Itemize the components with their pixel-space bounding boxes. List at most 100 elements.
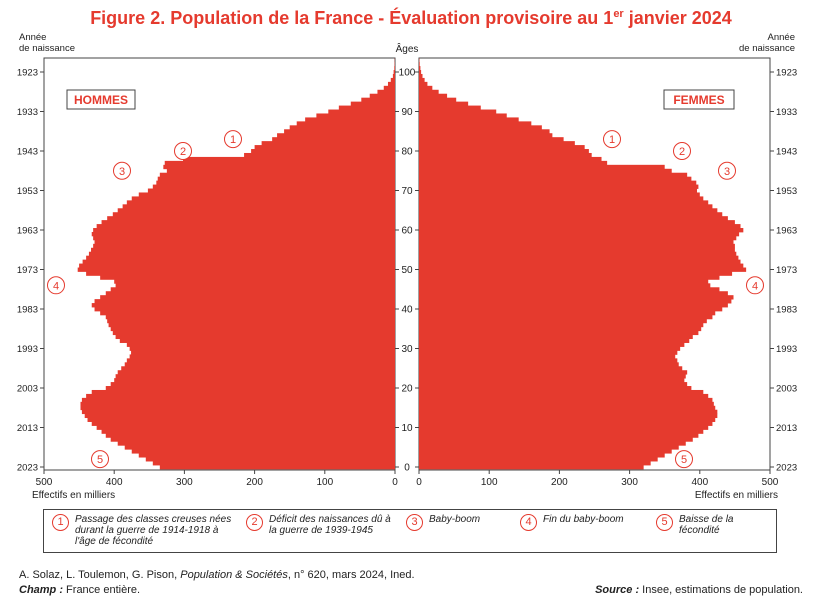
men-bar-age-74: [159, 172, 395, 178]
women-bar-age-41: [419, 303, 728, 308]
men-bar-age-92: [350, 101, 395, 106]
women-bar-age-85: [419, 129, 550, 134]
women-bar-age-17: [419, 397, 713, 403]
women-bar-age-88: [419, 117, 519, 122]
women-bar-age-36: [419, 322, 704, 328]
women-x-tick-label-300: 300: [621, 477, 638, 488]
men-bar-age-66: [122, 204, 396, 209]
women-bar-age-65: [419, 208, 718, 213]
men-bar-age-76: [163, 164, 395, 170]
women-bar-age-92: [419, 101, 469, 106]
women-bar-age-94: [419, 93, 448, 99]
women-bar-age-76: [419, 164, 665, 170]
men-bar-age-33: [115, 334, 395, 340]
men-bar-age-36: [108, 322, 396, 328]
year-tick-label-right-1923: 1923: [776, 68, 797, 79]
men-annotation-circle-1: [224, 130, 242, 149]
women-bar-age-46: [419, 283, 711, 288]
men-bar-age-37: [107, 318, 396, 324]
legend-number-2: 2: [246, 514, 263, 531]
women-bar-age-30: [419, 346, 681, 351]
men-bar-age-48: [100, 275, 395, 280]
men-label-box: [66, 89, 136, 110]
year-tick-label-right-1963: 1963: [776, 226, 797, 237]
women-bar-age-7: [419, 437, 693, 442]
women-bar-age-26: [419, 362, 679, 367]
women-bar-age-72: [419, 180, 697, 185]
left-axis-title-line2: de naissance: [19, 43, 75, 54]
age-tick-label-60: 60: [401, 226, 413, 237]
men-bar-age-15: [80, 405, 395, 411]
age-tick-label-0: 0: [404, 463, 410, 474]
legend-number-4: 4: [520, 514, 537, 531]
men-bar-age-67: [126, 200, 395, 205]
men-bar-age-61: [96, 224, 396, 229]
women-bar-age-20: [419, 386, 692, 391]
men-bar-age-47: [114, 279, 395, 284]
year-tick-label-right-1973: 1973: [776, 265, 797, 276]
men-bar-age-21: [110, 382, 395, 387]
women-bar-age-70: [419, 188, 697, 193]
women-bar-age-67: [419, 200, 709, 205]
men-bar-age-13: [84, 413, 395, 419]
figure-title: Figure 2. Population de la France - Éval…: [90, 8, 732, 28]
men-bar-age-64: [112, 212, 396, 217]
men-bar-age-56: [93, 243, 395, 249]
women-bar-age-66: [419, 204, 713, 209]
men-bar-age-93: [361, 97, 395, 103]
legend-item-2: 2 Déficit des naissances dû à la guerre …: [246, 514, 396, 536]
women-bar-age-60: [419, 228, 744, 233]
women-bar-age-89: [419, 113, 507, 118]
year-tick-label-right-1953: 1953: [776, 186, 797, 197]
women-bar-age-40: [419, 307, 723, 312]
women-bar-age-56: [419, 243, 735, 249]
women-bar-age-63: [419, 216, 728, 221]
men-annotation-circle-3: [113, 161, 131, 180]
men-x-tick-label-500: 500: [36, 477, 53, 488]
men-bar-age-72: [156, 180, 395, 185]
men-bar-age-62: [101, 220, 396, 225]
women-bar-age-62: [419, 220, 735, 225]
age-axis-title: Âges: [396, 42, 419, 55]
men-bar-age-32: [119, 338, 395, 343]
men-bar-age-28: [129, 354, 396, 359]
women-annotation-number-3: 3: [724, 166, 730, 178]
women-bar-age-78: [419, 156, 602, 162]
women-annotation-number-4: 4: [752, 280, 758, 292]
men-bar-age-40: [94, 307, 395, 312]
women-x-tick-label-400: 400: [691, 477, 708, 488]
men-bar-age-42: [94, 299, 395, 304]
men-bar-age-35: [110, 326, 395, 332]
year-tick-label-right-2013: 2013: [776, 423, 797, 434]
women-bar-age-22: [419, 378, 685, 383]
legend-text-5: Baisse de la fécondité: [679, 514, 734, 536]
women-bar-age-33: [419, 334, 693, 340]
men-bar-age-10: [96, 425, 396, 430]
year-tick-label-left-1973: 1973: [17, 265, 38, 276]
women-bar-age-37: [419, 318, 707, 324]
women-annotation-circle-5: [675, 450, 693, 469]
women-bar-age-87: [419, 121, 532, 126]
women-bar-age-23: [419, 374, 686, 379]
men-bar-age-57: [94, 239, 395, 245]
men-annotation-circle-4: [47, 276, 65, 295]
women-bar-age-59: [419, 231, 740, 237]
men-bar-age-99: [392, 73, 395, 79]
age-tick-label-50: 50: [401, 265, 413, 276]
men-bar-age-5: [124, 445, 395, 450]
women-x-tick-label-100: 100: [481, 477, 498, 488]
men-bar-age-4: [131, 449, 395, 454]
men-bar-age-2: [145, 457, 395, 462]
women-bar-age-95: [419, 89, 439, 95]
women-bar-age-64: [419, 212, 723, 217]
men-bar-age-79: [244, 152, 395, 158]
women-bar-age-81: [419, 145, 585, 150]
women-annotation-circle-2: [673, 142, 691, 160]
men-bar-age-54: [88, 251, 395, 257]
men-bar-age-78: [182, 156, 395, 162]
women-bar-age-19: [419, 389, 704, 395]
women-bar-age-32: [419, 338, 690, 343]
women-bar-age-38: [419, 314, 713, 320]
age-tick-label-80: 80: [401, 147, 413, 158]
women-bar-age-50: [419, 267, 747, 272]
